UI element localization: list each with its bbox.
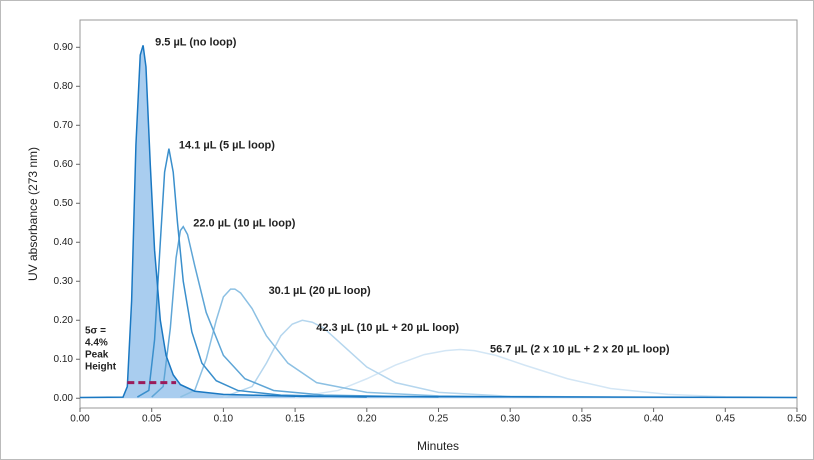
chromatogram-line bbox=[294, 348, 798, 399]
y-tick-label: 0.80 bbox=[54, 81, 74, 92]
y-tick-label: 0.10 bbox=[54, 354, 74, 365]
x-tick-label: 0.15 bbox=[285, 414, 305, 425]
y-tick-label: 0.40 bbox=[54, 237, 74, 248]
peak-label: 56.7 µL (2 x 10 µL + 2 x 20 µL loop) bbox=[490, 343, 670, 355]
x-tick-label: 0.05 bbox=[142, 414, 162, 425]
chromatogram-line bbox=[151, 225, 439, 398]
peak-label: 22.0 µL (10 µL loop) bbox=[193, 218, 295, 230]
peak-label: 14.1 µL (5 µL loop) bbox=[179, 140, 275, 152]
y-tick-label: 0.60 bbox=[54, 159, 74, 170]
y-axis-title: UV absorbance (273 nm) bbox=[26, 147, 40, 281]
x-tick-label: 0.00 bbox=[70, 414, 90, 425]
x-tick-label: 0.35 bbox=[572, 414, 592, 425]
x-tick-label: 0.50 bbox=[787, 414, 807, 425]
y-tick-label: 0.70 bbox=[54, 120, 74, 131]
x-tick-label: 0.30 bbox=[500, 414, 520, 425]
peak-label: 42.3 µL (10 µL + 20 µL loop) bbox=[316, 322, 459, 334]
peak-label: 9.5 µL (no loop) bbox=[155, 36, 237, 48]
y-tick-label: 0.00 bbox=[54, 393, 74, 404]
y-tick-label: 0.30 bbox=[54, 276, 74, 287]
chromatogram-line bbox=[79, 45, 798, 399]
x-tick-label: 0.20 bbox=[357, 414, 377, 425]
chromatogram-line bbox=[180, 288, 539, 398]
y-tick-label: 0.50 bbox=[54, 198, 74, 209]
chromatogram-line bbox=[223, 319, 611, 398]
y-tick-label: 0.20 bbox=[54, 315, 74, 326]
x-tick-label: 0.45 bbox=[716, 414, 736, 425]
threshold-note: 5σ = bbox=[85, 325, 106, 336]
x-tick-label: 0.25 bbox=[429, 414, 449, 425]
chromatogram-line bbox=[136, 148, 367, 398]
peak-label: 30.1 µL (20 µL loop) bbox=[269, 285, 371, 297]
x-tick-label: 0.10 bbox=[214, 414, 234, 425]
x-axis-title: Minutes bbox=[417, 439, 459, 453]
threshold-note: Height bbox=[85, 361, 117, 372]
x-tick-label: 0.40 bbox=[644, 414, 664, 425]
y-tick-label: 0.90 bbox=[54, 42, 74, 53]
threshold-note: Peak bbox=[85, 349, 109, 360]
threshold-note: 4.4% bbox=[85, 337, 108, 348]
